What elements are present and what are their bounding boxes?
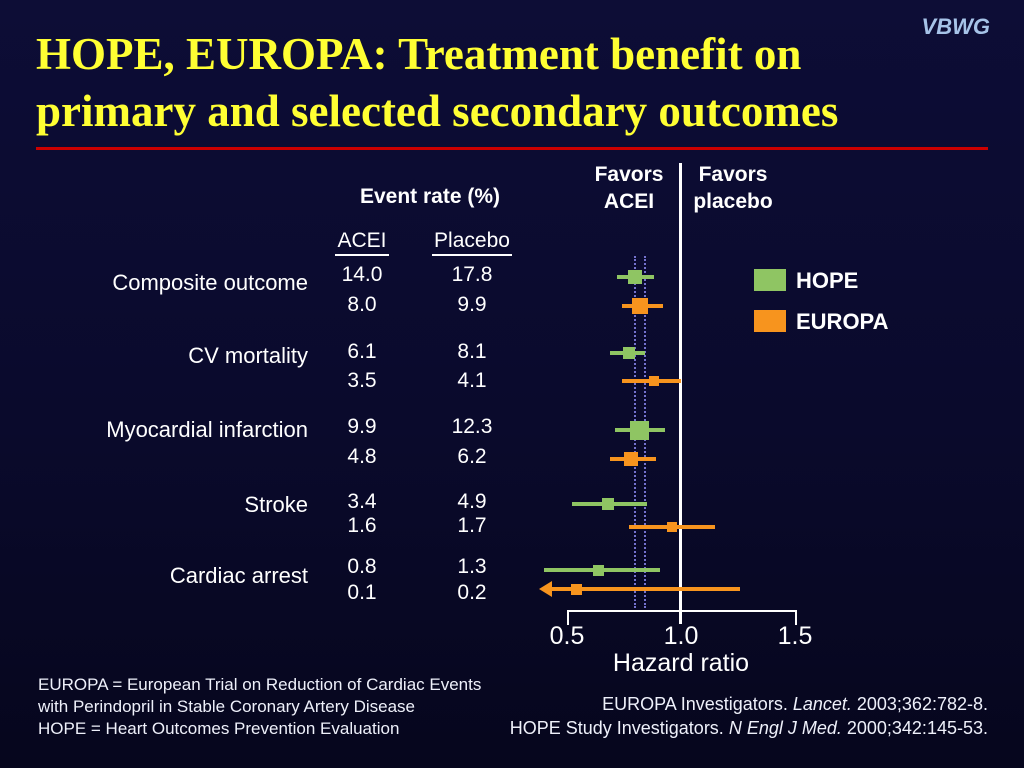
ci-arrow-left	[539, 581, 553, 597]
citations: EUROPA Investigators. Lancet. 2003;362:7…	[400, 692, 988, 740]
confidence-interval-line	[551, 587, 741, 591]
event-rate-value: 4.9	[457, 490, 487, 513]
citation-line-2: HOPE Study Investigators. N Engl J Med. …	[400, 716, 988, 740]
x-axis-line	[567, 610, 797, 612]
favors-placebo-line-2: placebo	[693, 190, 773, 213]
x-axis-title: Hazard ratio	[612, 649, 750, 677]
hr-point-marker	[623, 452, 638, 466]
hr-point-marker	[570, 583, 582, 595]
hr-point-marker	[622, 347, 635, 359]
title-divider	[36, 147, 988, 150]
outcome-label: CV mortality	[188, 343, 308, 368]
event-rate-value: 0.8	[347, 555, 377, 578]
footnote-line-1: EUROPA = European Trial on Reduction of …	[38, 675, 482, 694]
hr-point-marker	[602, 498, 615, 510]
x-axis-end-tick	[795, 610, 797, 625]
col-header-placebo: Placebo	[422, 229, 522, 256]
citation-journal: Lancet.	[792, 694, 852, 714]
citation-text: HOPE Study Investigators.	[509, 718, 729, 738]
event-rate-value: 1.3	[457, 555, 487, 578]
event-rate-value: 4.1	[457, 369, 487, 392]
event-rate-value: 1.7	[457, 514, 487, 537]
favors-placebo-line-1: Favors	[698, 163, 768, 186]
page-title: HOPE, EUROPA: Treatment benefit on prima…	[36, 26, 986, 140]
legend-swatch-hope	[754, 269, 786, 291]
col-header-placebo-text: Placebo	[432, 229, 512, 256]
event-rate-value: 6.2	[457, 445, 487, 468]
outcome-label: Cardiac arrest	[169, 563, 308, 588]
citation-text: EUROPA Investigators.	[602, 694, 793, 714]
event-rate-value: 8.0	[347, 293, 377, 316]
hr-point-marker	[593, 564, 605, 576]
event-rate-value: 9.9	[457, 293, 487, 316]
hr-point-marker	[666, 522, 677, 532]
event-rate-value: 0.1	[347, 581, 377, 604]
outcome-label: Stroke	[244, 492, 308, 517]
event-rate-value: 1.6	[347, 514, 377, 537]
x-axis-tick-label: 1.5	[777, 622, 813, 650]
title-line-1: HOPE, EUROPA: Treatment benefit on	[36, 29, 802, 79]
favors-placebo-label: Favors placebo	[673, 161, 793, 215]
legend-label-europa: EUROPA	[796, 309, 889, 334]
event-rate-value: 8.1	[457, 340, 487, 363]
event-rate-value: 9.9	[347, 415, 377, 438]
x-axis-end-tick	[567, 610, 569, 625]
hr-point-marker	[630, 420, 650, 440]
footnote-definitions: EUROPA = European Trial on Reduction of …	[38, 674, 481, 740]
hr-point-marker	[631, 298, 648, 314]
x-axis-tick-label: 0.5	[549, 622, 585, 650]
hr-point-marker	[648, 376, 659, 386]
event-rate-value: 6.1	[347, 340, 377, 363]
event-rate-value: 17.8	[451, 263, 493, 286]
event-rate-value: 0.2	[457, 581, 487, 604]
legend-label-hope: HOPE	[796, 268, 859, 293]
event-rate-value: 4.8	[347, 445, 377, 468]
citation-journal: N Engl J Med.	[728, 718, 842, 738]
citation-text: 2003;362:782-8.	[851, 694, 988, 714]
event-rate-value: 14.0	[341, 263, 383, 286]
reference-line-1	[679, 163, 682, 624]
title-line-2: primary and selected secondary outcomes	[36, 86, 839, 136]
footnote-line-3: HOPE = Heart Outcomes Prevention Evaluat…	[38, 719, 400, 738]
citation-line-1: EUROPA Investigators. Lancet. 2003;362:7…	[400, 692, 988, 716]
favors-acei-line-2: ACEI	[603, 190, 655, 213]
hr-point-marker	[628, 270, 643, 284]
event-rate-value: 12.3	[451, 415, 493, 438]
x-axis-tick-label: 1.0	[663, 622, 699, 650]
event-rate-value: 3.5	[347, 369, 377, 392]
footnote-line-2: with Perindopril in Stable Coronary Arte…	[38, 697, 416, 716]
event-rate-header: Event rate (%)	[359, 185, 501, 208]
outcome-label: Myocardial infarction	[106, 417, 308, 442]
col-header-acei: ACEI	[312, 229, 412, 256]
favors-acei-label: Favors ACEI	[569, 161, 689, 215]
event-rate-value: 3.4	[347, 490, 377, 513]
brand-badge: VBWG	[921, 14, 990, 39]
citation-text: 2000;342:145-53.	[841, 718, 988, 738]
legend-swatch-europa	[754, 310, 786, 332]
outcome-label: Composite outcome	[112, 270, 308, 295]
col-header-acei-text: ACEI	[335, 229, 389, 256]
favors-acei-line-1: Favors	[594, 163, 664, 186]
